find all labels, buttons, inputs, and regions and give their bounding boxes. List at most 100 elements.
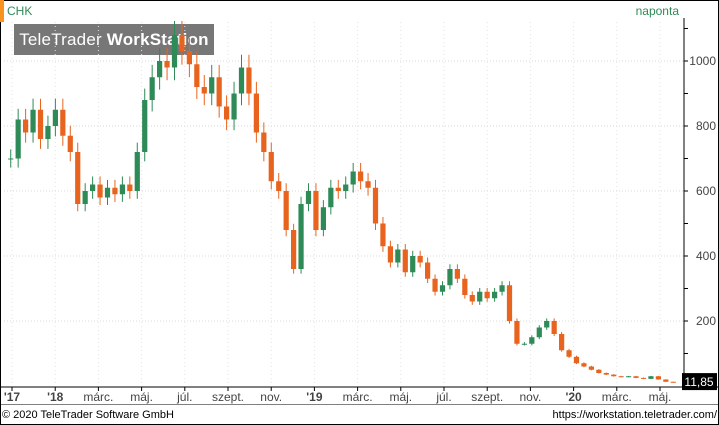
candle-body [127, 184, 133, 191]
candle-body [626, 376, 632, 378]
candle-body [209, 77, 215, 94]
candle-body [350, 171, 356, 185]
last-price-box [682, 373, 717, 391]
candle-body [372, 187, 379, 224]
source-url: https://workstation.teletrader.com/ [552, 409, 717, 421]
candles [8, 20, 676, 383]
candle-body [328, 187, 334, 208]
candle-body [75, 152, 81, 204]
candle-body [104, 187, 111, 198]
candle-body [171, 35, 178, 68]
candle-body [60, 109, 66, 136]
candle-body [186, 51, 192, 65]
candle-body [112, 187, 118, 195]
x-tick-label: máj. [130, 390, 153, 404]
candle-body [52, 109, 58, 126]
period-label: naponta [635, 4, 679, 18]
candle-body [633, 376, 639, 378]
candle-body [492, 291, 498, 299]
y-tick-label: 400 [696, 249, 716, 263]
last-price-value: 11,85 [684, 375, 713, 389]
y-tick-label: 600 [696, 184, 716, 198]
candle-body [432, 278, 438, 292]
candle-body [320, 207, 326, 230]
candle-body [559, 334, 565, 351]
candle-body [313, 191, 319, 230]
candle-body [477, 291, 483, 302]
candle-body [261, 132, 267, 152]
candle-body [663, 379, 669, 382]
candle-body [544, 321, 550, 328]
candle-body [90, 184, 96, 191]
candle-body [514, 321, 520, 344]
candle-body [417, 256, 423, 263]
candle-body [484, 291, 490, 299]
candle-body [506, 285, 513, 321]
candle-body [655, 376, 661, 380]
candle-body [551, 321, 557, 334]
candle-body [529, 337, 535, 344]
x-tick-label: szept. [471, 390, 503, 404]
candle-body [469, 295, 475, 302]
candle-body [45, 126, 51, 139]
x-tick-label: márc. [83, 390, 113, 404]
candle-body [164, 61, 170, 68]
candle-body [253, 93, 259, 133]
candle-body [640, 377, 647, 379]
candle-body [8, 158, 14, 160]
candle-body [343, 184, 349, 191]
candle-body [119, 184, 125, 195]
candle-body [670, 381, 676, 383]
watermark-logo: TeleTrader WorkStation [14, 24, 214, 55]
candle-body [499, 285, 505, 292]
price-chart: 200 400 600 800 1000 '17 '18 márc. máj. júl. szept… [0, 18, 719, 405]
copyright-text: © 2020 TeleTrader Software GmbH [2, 409, 174, 421]
x-tick-label: nov. [260, 390, 282, 404]
candle-body [67, 135, 73, 152]
last-price-badge: 11,85 [682, 373, 717, 391]
candle-body [462, 278, 468, 295]
candle-body [358, 171, 364, 182]
x-tick-label: máj. [389, 390, 412, 404]
candle-body [142, 100, 148, 152]
candle-body [521, 343, 527, 345]
candle-body [454, 269, 460, 279]
y-tick-label: 1000 [689, 54, 716, 68]
candle-body [291, 230, 297, 269]
candle-body [194, 64, 200, 87]
y-tick-label: 800 [696, 119, 716, 133]
candle-body [224, 106, 230, 120]
candle-body [365, 181, 371, 188]
x-tick-label: máj. [649, 390, 672, 404]
x-tick-label: nov. [520, 390, 542, 404]
candle-body [149, 77, 155, 100]
x-tick-label: márc. [602, 390, 632, 404]
candle-body [15, 119, 21, 159]
candle-body [134, 152, 140, 191]
candle-body [201, 87, 207, 94]
candle-body [439, 285, 446, 292]
candle-body [30, 109, 36, 133]
candle-body [395, 249, 401, 263]
x-tick-label: '20 [565, 390, 582, 404]
candle-body [402, 249, 408, 273]
candle-body [618, 376, 624, 378]
candle-body [335, 187, 341, 191]
candle-body [298, 204, 304, 269]
axes: 200 400 600 800 1000 '17 '18 márc. máj. júl. szept… [0, 18, 719, 405]
candle-body [573, 356, 580, 364]
accent-bar [0, 0, 4, 22]
candle-body [648, 376, 654, 379]
candle-body [238, 67, 245, 94]
candle-body [536, 327, 542, 338]
candle-body [305, 191, 312, 204]
candle-body [566, 350, 572, 357]
ticker-label: CHK [7, 4, 33, 18]
candle-body [410, 256, 416, 273]
candle-body [596, 369, 602, 373]
candle-body [82, 191, 88, 204]
grid [4, 22, 684, 386]
candle-body [23, 119, 29, 133]
candle-body [425, 262, 431, 279]
